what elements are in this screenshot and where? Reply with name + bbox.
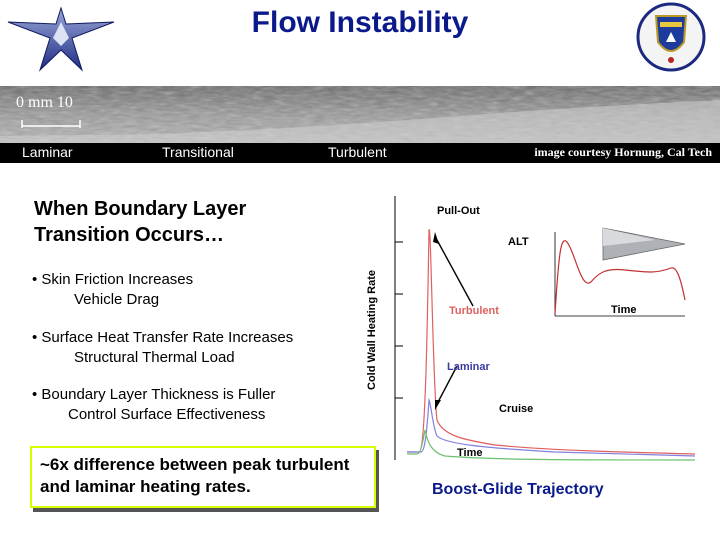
laminar-label: Laminar: [447, 361, 491, 373]
air-force-logo: [7, 6, 115, 72]
chart-y-label: Cold Wall Heating Rate: [366, 270, 378, 390]
page-title: Flow Instability: [251, 6, 469, 39]
summary-callout: ~6x difference between peak turbulent an…: [30, 446, 376, 508]
turbulent-label: Turbulent: [449, 305, 499, 317]
afit-emblem-icon: [636, 2, 706, 72]
scale-bar-label: 0 mm 10: [16, 94, 73, 111]
chart-ticks: [395, 241, 403, 399]
altitude-curve: [554, 240, 686, 315]
bullet-main: • Skin Friction Increases: [32, 271, 194, 288]
region-transitional: Transitional: [162, 144, 234, 160]
region-turbulent: Turbulent: [328, 144, 387, 160]
bullet-sub: Vehicle Drag: [74, 291, 160, 308]
cruise-curve: [407, 429, 696, 461]
bullet-main: • Surface Heat Transfer Rate Increases: [32, 329, 294, 346]
summary-text: ~6x difference between peak turbulent an…: [40, 455, 350, 496]
bullet-thickness: • Boundary Layer Thickness is Fuller Con…: [32, 385, 275, 425]
chart-x-label: Time: [457, 447, 482, 459]
chart-caption: Boost-Glide Trajectory: [432, 481, 604, 498]
laminar-curve: [407, 397, 696, 457]
flow-visualization-image: [0, 86, 720, 146]
bullet-skin-friction: • Skin Friction Increases Vehicle Drag: [32, 270, 193, 310]
turbulent-curve: [407, 229, 696, 455]
bullet-sub: Structural Thermal Load: [74, 349, 235, 366]
trajectory-inset: [554, 227, 686, 317]
bullet-heat-transfer: • Surface Heat Transfer Rate Increases S…: [32, 328, 293, 368]
bullet-main: • Boundary Layer Thickness is Fuller: [32, 386, 276, 403]
inset-x-label: Time: [611, 304, 636, 316]
flow-region-labels: Laminar Transitional Turbulent image cou…: [0, 143, 720, 163]
annotation-arrows: [436, 239, 474, 405]
region-laminar: Laminar: [22, 144, 73, 160]
image-credit: image courtesy Hornung, Cal Tech: [534, 145, 712, 159]
heating-rate-chart: Cold Wall Heating Rate Pull-Out ALT Time…: [366, 196, 696, 461]
section-heading: When Boundary Layer Transition Occurs…: [34, 198, 247, 246]
inset-y-label: ALT: [508, 236, 529, 248]
pullout-label: Pull-Out: [437, 205, 480, 217]
bullet-sub: Control Surface Effectiveness: [68, 406, 266, 423]
cruise-label: Cruise: [499, 403, 533, 415]
